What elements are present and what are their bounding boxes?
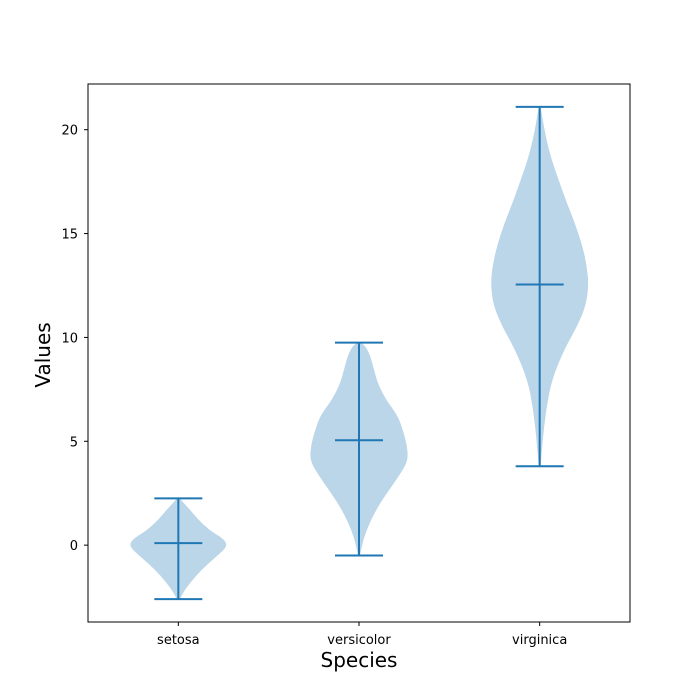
x-tick-label-setosa: setosa [157, 633, 200, 648]
x-tick-label-virginica: virginica [512, 633, 567, 648]
y-axis-label: Values [31, 322, 55, 387]
plot-area [130, 105, 589, 601]
x-tick-label-versicolor: versicolor [327, 633, 391, 648]
violin-setosa [130, 497, 227, 601]
y-axis: 0 5 10 15 20 [61, 124, 88, 554]
y-tick-label: 5 [70, 435, 78, 450]
y-tick-label: 15 [61, 228, 78, 243]
y-tick-label: 20 [61, 124, 78, 139]
y-tick-label: 10 [61, 331, 78, 346]
x-axis: setosa versicolor virginica [157, 622, 567, 648]
violin-versicolor [310, 341, 408, 557]
x-axis-label: Species [321, 648, 398, 672]
y-tick-label: 0 [70, 539, 78, 554]
violin-virginica [491, 105, 589, 468]
